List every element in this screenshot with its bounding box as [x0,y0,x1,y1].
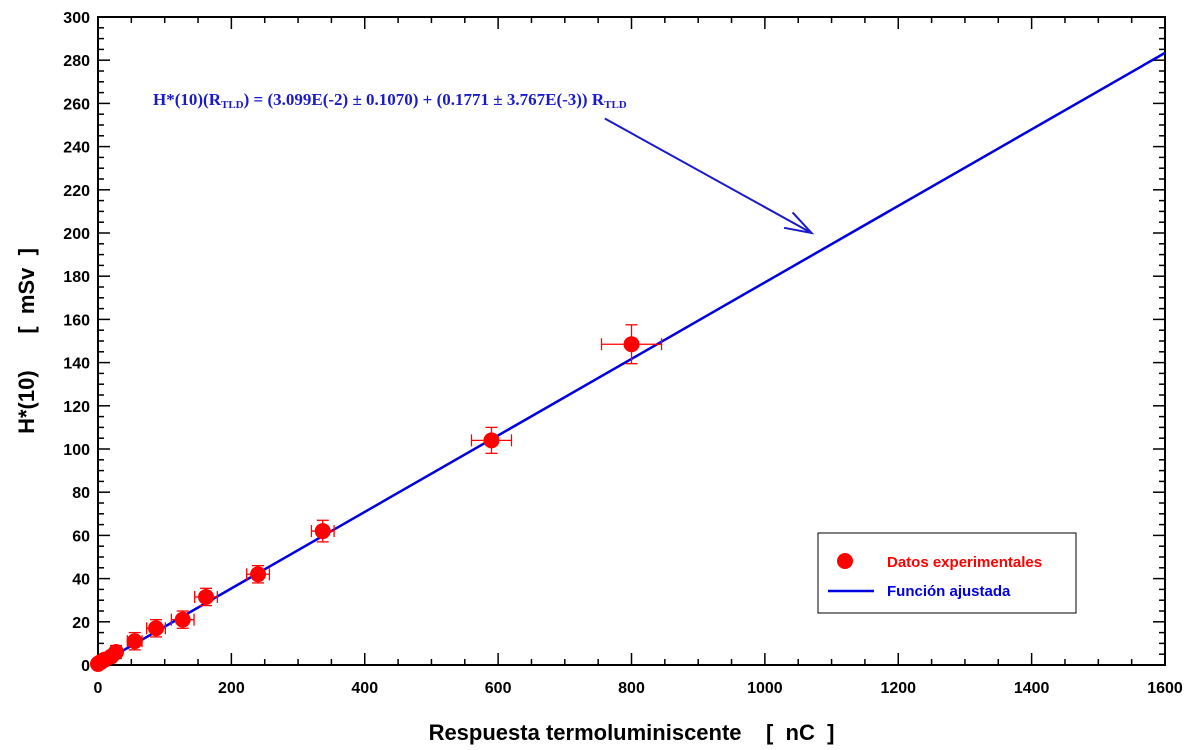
equation-segment: H*(10)(R [153,90,222,109]
data-points-layer [90,324,663,672]
data-point [126,631,143,651]
data-point [170,610,195,629]
equation-subscript: TLD [221,99,244,111]
point-marker [198,588,215,605]
data-point [470,426,513,454]
x-tick-label: 1400 [1014,680,1050,697]
data-point [246,564,271,584]
legend-label-line: Función ajustada [887,583,1011,600]
x-tick-label: 800 [618,680,645,697]
legend: Datos experimentales Función ajustada [817,532,1077,614]
point-marker [174,611,191,628]
y-tick-label: 220 [63,183,90,200]
y-tick-label: 40 [72,572,90,589]
x-tick-label: 400 [351,680,378,697]
data-point [146,618,167,638]
point-marker [314,523,331,540]
y-tick-label: 60 [72,528,90,545]
x-tick-label: 1200 [880,680,916,697]
point-marker [250,566,267,583]
y-tick-label: 180 [63,269,90,286]
point-marker [126,633,143,650]
data-point [310,519,335,543]
x-tick-label: 1000 [747,680,783,697]
y-axis-title: H*(10) [ mSv ] [14,248,39,434]
equation-segment: ) = (3.099E(-2) ± 0.1070) + (0.1771 ± 3.… [244,90,605,109]
arrow-head [783,211,815,235]
equation-subscript: TLD [604,99,627,111]
x-tick-label: 200 [218,680,245,697]
x-tick-label: 0 [94,680,103,697]
point-marker [148,620,165,637]
equation-text: H*(10)(RTLD) = (3.099E(-2) ± 0.1070) + (… [153,90,627,111]
y-tick-label: 80 [72,485,90,502]
y-tick-label: 100 [63,442,90,459]
point-marker [483,432,500,449]
x-axis-title: Respuesta termoluminiscente [ nC ] [429,720,835,745]
equation-annotation: H*(10)(RTLD) = (3.099E(-2) ± 0.1070) + (… [153,90,815,235]
y-tick-label: 160 [63,312,90,329]
data-point [108,644,125,661]
legend-box [817,532,1077,614]
data-point [600,324,663,365]
point-marker [108,644,125,661]
y-tick-label: 0 [81,658,90,675]
y-tick-label: 120 [63,399,90,416]
y-tick-label: 300 [63,10,90,27]
point-marker [623,336,640,353]
y-tick-label: 240 [63,140,90,157]
arrow-shaft [604,117,813,234]
axes: 0 200 400 600 800 1000 1200 1400 1600 0 20 40 60 80 10… [14,10,1183,745]
data-point [194,587,219,607]
y-tick-label: 200 [63,226,90,243]
y-tick-label: 280 [63,53,90,70]
y-tick-label: 140 [63,356,90,373]
legend-marker-points [837,553,853,569]
legend-label-points: Datos experimentales [887,554,1042,571]
y-tick-label: 260 [63,96,90,113]
x-tick-label: 1600 [1147,680,1183,697]
y-tick-label: 20 [72,615,90,632]
x-tick-label: 600 [485,680,512,697]
